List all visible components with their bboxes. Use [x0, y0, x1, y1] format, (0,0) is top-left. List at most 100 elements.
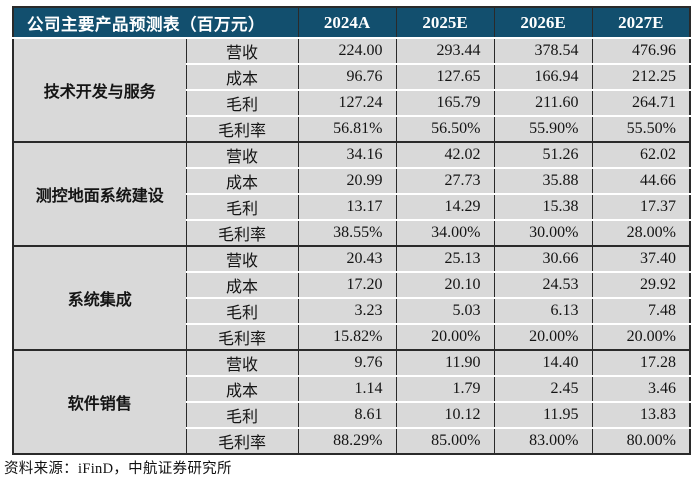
value-cell: 38.55%: [297, 219, 396, 246]
metric-label: 成本: [185, 375, 298, 402]
value-cell: 8.61: [297, 401, 396, 428]
value-cell: 11.95: [493, 401, 592, 428]
value-cell: 211.60: [493, 89, 592, 116]
value-cell: 83.00%: [493, 427, 592, 454]
value-cell: 9.76: [297, 350, 396, 376]
category-label: 软件销售: [12, 350, 186, 454]
table-row: 测控地面系统建设 营收 34.16 42.02 51.26 62.02: [12, 142, 690, 246]
value-cell: 166.94: [493, 63, 592, 90]
table-row: 成本 20.99 27.73 35.88 44.66: [13, 167, 690, 194]
section-system-integration: 系统集成 营收 20.43 25.13 30.66 37.40 成本 17.20…: [12, 246, 690, 350]
value-cell: 24.53: [493, 271, 592, 298]
metric-label: 毛利: [185, 401, 298, 428]
metric-label: 毛利: [185, 89, 298, 116]
table-row: 成本 1.14 1.79 2.45 3.46: [13, 375, 690, 402]
section-software-sales: 软件销售 营收 9.76 11.90 14.40 17.28 成本 1.14 1…: [12, 350, 690, 454]
section-ground-control-systems: 测控地面系统建设 营收 34.16 42.02 51.26 62.02 成本 2…: [12, 142, 690, 246]
column-header-2027e: 2027E: [591, 7, 690, 38]
category-label: 技术开发与服务: [12, 38, 186, 142]
value-cell: 13.17: [297, 193, 396, 220]
value-cell: 6.13: [493, 297, 592, 324]
metric-label: 毛利: [185, 193, 298, 220]
value-cell: 88.29%: [297, 427, 396, 454]
value-cell: 3.23: [297, 297, 396, 324]
table-row: 成本 17.20 20.10 24.53 29.92: [13, 271, 690, 298]
table-header: 公司主要产品预测表（百万元） 2024A 2025E 2026E 2027E: [13, 7, 690, 38]
value-cell: 42.02: [395, 142, 494, 168]
value-cell: 37.40: [591, 246, 690, 272]
value-cell: 20.10: [395, 271, 494, 298]
value-cell: 7.48: [591, 297, 690, 324]
value-cell: 30.00%: [493, 219, 592, 246]
column-header-2025e: 2025E: [395, 7, 494, 38]
value-cell: 127.65: [395, 63, 494, 90]
value-cell: 13.83: [591, 401, 690, 428]
column-header-2024a: 2024A: [297, 7, 396, 38]
metric-label: 毛利率: [185, 323, 298, 350]
table-row: 毛利率 15.82% 20.00% 20.00% 20.00%: [13, 323, 690, 350]
value-cell: 1.14: [297, 375, 396, 402]
value-cell: 11.90: [395, 350, 494, 376]
value-cell: 28.00%: [591, 219, 690, 246]
metric-label: 成本: [185, 63, 298, 90]
metric-label: 营收: [185, 38, 298, 64]
value-cell: 85.00%: [395, 427, 494, 454]
value-cell: 212.25: [591, 63, 690, 90]
column-header-2026e: 2026E: [493, 7, 592, 38]
value-cell: 29.92: [591, 271, 690, 298]
metric-label: 成本: [185, 167, 298, 194]
value-cell: 20.00%: [591, 323, 690, 350]
value-cell: 3.46: [591, 375, 690, 402]
value-cell: 20.43: [297, 246, 396, 272]
category-label: 测控地面系统建设: [12, 142, 186, 246]
value-cell: 35.88: [493, 167, 592, 194]
table-row: 系统集成 营收 20.43 25.13 30.66 37.40: [12, 246, 690, 350]
value-cell: 476.96: [591, 38, 690, 64]
section-tech-dev-services: 技术开发与服务 营收 224.00 293.44 378.54 476.96 成…: [12, 38, 690, 142]
table-row: 毛利 127.24 165.79 211.60 264.71: [13, 89, 690, 116]
value-cell: 44.66: [591, 167, 690, 194]
value-cell: 34.16: [297, 142, 396, 168]
value-cell: 34.00%: [395, 219, 494, 246]
value-cell: 14.40: [493, 350, 592, 376]
product-forecast-table: 公司主要产品预测表（百万元） 2024A 2025E 2026E 2027E 技…: [12, 6, 691, 455]
metric-label: 营收: [185, 246, 298, 272]
value-cell: 80.00%: [591, 427, 690, 454]
value-cell: 224.00: [297, 38, 396, 64]
value-cell: 2.45: [493, 375, 592, 402]
table-row: 技术开发与服务 营收 224.00 293.44 378.54 476.96: [12, 38, 690, 142]
value-cell: 5.03: [395, 297, 494, 324]
table-row: 毛利 3.23 5.03 6.13 7.48: [13, 297, 690, 324]
value-cell: 25.13: [395, 246, 494, 272]
value-cell: 17.37: [591, 193, 690, 220]
metric-label: 毛利率: [185, 427, 298, 454]
value-cell: 14.29: [395, 193, 494, 220]
metric-label: 毛利率: [185, 219, 298, 246]
value-cell: 56.50%: [395, 115, 494, 142]
metric-label: 营收: [185, 350, 298, 376]
category-label: 系统集成: [12, 246, 186, 350]
table-row: 软件销售 营收 9.76 11.90 14.40 17.28: [12, 350, 690, 454]
value-cell: 264.71: [591, 89, 690, 116]
value-cell: 96.76: [297, 63, 396, 90]
value-cell: 27.73: [395, 167, 494, 194]
source-note: 资料来源：iFinD，中航证券研究所: [4, 461, 232, 477]
value-cell: 20.00%: [493, 323, 592, 350]
table-row: 毛利 13.17 14.29 15.38 17.37: [13, 193, 690, 220]
table-row: 毛利率 88.29% 85.00% 83.00% 80.00%: [13, 427, 690, 454]
value-cell: 55.90%: [493, 115, 592, 142]
value-cell: 15.38: [493, 193, 592, 220]
table-row: 成本 96.76 127.65 166.94 212.25: [13, 63, 690, 90]
value-cell: 62.02: [591, 142, 690, 168]
value-cell: 10.12: [395, 401, 494, 428]
table-row: 毛利率 38.55% 34.00% 30.00% 28.00%: [13, 219, 690, 246]
metric-label: 营收: [185, 142, 298, 168]
value-cell: 30.66: [493, 246, 592, 272]
value-cell: 17.20: [297, 271, 396, 298]
table-title: 公司主要产品预测表（百万元）: [13, 7, 298, 38]
metric-label: 毛利率: [185, 115, 298, 142]
value-cell: 56.81%: [297, 115, 396, 142]
value-cell: 20.00%: [395, 323, 494, 350]
value-cell: 293.44: [395, 38, 494, 64]
